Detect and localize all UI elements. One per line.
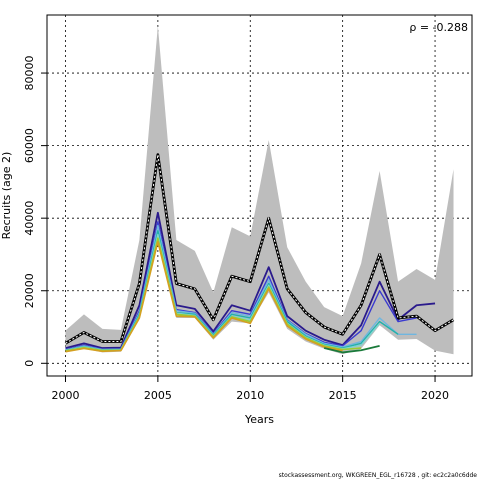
x-axis: 2000 2005 2010 2015 2020 (51, 376, 449, 402)
x-tick-label: 2010 (236, 389, 264, 402)
x-axis-title: Years (244, 413, 274, 426)
rho-annotation: ρ = -0.288 (409, 21, 468, 34)
series-line-peel-8 (323, 345, 380, 354)
x-tick-label: 2015 (329, 389, 357, 402)
y-tick-label: 60000 (23, 128, 36, 163)
series-lines-layer (64, 153, 455, 354)
y-tick-label: 80000 (23, 56, 36, 91)
y-axis-title: Recruits (age 2) (0, 152, 13, 240)
series-line-base (65, 154, 454, 344)
x-tick-label: 2000 (51, 389, 79, 402)
y-axis: 0 20000 40000 60000 80000 (23, 56, 47, 367)
footer-credit: stockassessment.org, WKGREEN_EGL_r16728 … (278, 472, 477, 479)
y-tick-label: 20000 (23, 273, 36, 308)
series-line-peel-7 (65, 240, 343, 353)
x-tick-label: 2005 (144, 389, 172, 402)
confidence-band (65, 25, 454, 355)
y-tick-label: 0 (23, 360, 36, 367)
confidence-band-layer (65, 25, 454, 355)
plot-frame (46, 14, 473, 377)
x-tick-label: 2020 (421, 389, 449, 402)
series-line-peel-1 (65, 211, 436, 349)
y-tick-label: 40000 (23, 201, 36, 236)
